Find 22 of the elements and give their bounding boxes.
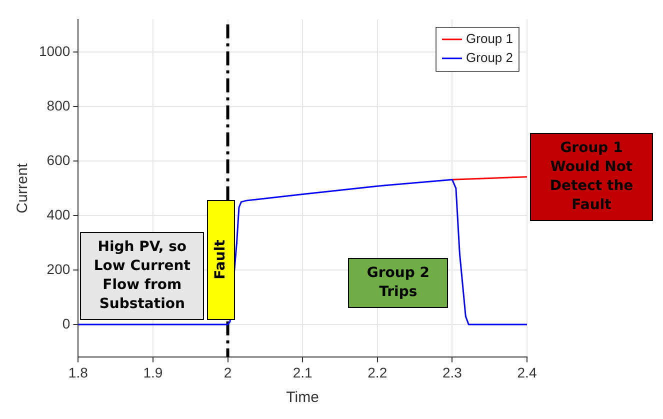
x-tick-label: 1.9 <box>143 364 163 380</box>
x-tick-label: 2.3 <box>442 364 462 380</box>
annotation: High PV, so Low Current Flow from Substation <box>92 238 192 314</box>
x-tick-label: 2.4 <box>517 364 537 380</box>
y-tick-label: 200 <box>46 260 70 277</box>
y-tick-label: 600 <box>46 152 70 168</box>
x-tick-label: 2.2 <box>368 364 388 380</box>
x-tick-label: 2 <box>224 364 232 380</box>
legend-label: Group 1 <box>466 30 514 46</box>
x-tick-label: 2.1 <box>292 364 313 380</box>
legend-label: Group 2 <box>466 50 514 65</box>
callout-box: Fault <box>207 200 236 320</box>
text: Group 1 Would Not Detect the Fault <box>548 139 634 216</box>
y-tick-label: 0 <box>62 315 70 332</box>
y-tick-label: 800 <box>46 97 70 114</box>
annotation: Group 2 Trips <box>366 264 430 302</box>
annotation: Fault <box>212 240 230 280</box>
x-axis-title: Time <box>286 389 319 406</box>
y-tick-label: 400 <box>46 206 70 222</box>
x-tick-label: 1.8 <box>68 364 88 380</box>
y-tick-label: 1000 <box>38 42 70 59</box>
y-axis-title: Current <box>14 162 32 214</box>
